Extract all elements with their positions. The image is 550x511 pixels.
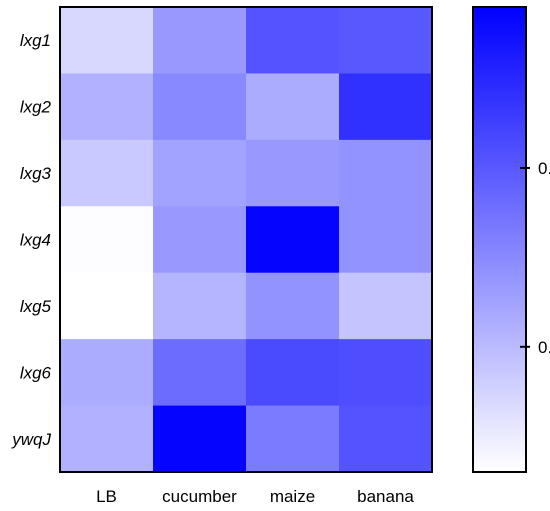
heatmap-cell-ywqJ-cucumber: [153, 405, 247, 473]
heatmap-cell-lxg1-LB: [60, 7, 154, 74]
colorbar: 0.1 0.2: [472, 6, 550, 473]
row-label: lxg3: [20, 164, 52, 183]
heatmap-cell-lxg6-LB: [60, 339, 154, 407]
column-label: banana: [357, 487, 414, 506]
heatmap-cell-lxg6-banana: [339, 339, 433, 407]
heatmap-cell-lxg6-maize: [246, 339, 340, 407]
heatmap-cell-lxg1-maize: [246, 7, 340, 74]
heatmap-cell-lxg6-cucumber: [153, 339, 247, 407]
heatmap-cell-lxg4-cucumber: [153, 206, 247, 274]
heatmap-cell-lxg1-cucumber: [153, 7, 247, 74]
heatmap-cell-lxg4-maize: [246, 206, 340, 274]
row-label: lxg4: [20, 231, 51, 250]
heatmap-cell-lxg3-cucumber: [153, 139, 247, 207]
heatmap-cells: [60, 7, 433, 473]
heatmap-cell-ywqJ-banana: [339, 405, 433, 473]
column-label: maize: [270, 487, 315, 506]
row-label: lxg6: [20, 363, 52, 382]
heatmap-cell-lxg3-LB: [60, 139, 154, 207]
heatmap-cell-lxg1-banana: [339, 7, 433, 74]
heatmap-cell-lxg5-maize: [246, 272, 340, 340]
heatmap-cell-lxg2-maize: [246, 73, 340, 141]
heatmap-cell-lxg3-banana: [339, 139, 433, 207]
heatmap-cell-lxg2-banana: [339, 73, 433, 141]
colorbar-gradient: [472, 6, 527, 473]
column-labels: LB cucumber maize banana: [96, 487, 414, 506]
row-label: ywqJ: [11, 430, 51, 449]
heatmap-cell-lxg5-cucumber: [153, 272, 247, 340]
heatmap-cell-ywqJ-LB: [60, 405, 154, 473]
colorbar-tick-label: 0.2: [538, 159, 550, 178]
colorbar-ticks: 0.1 0.2: [520, 159, 550, 357]
row-labels: lxg1 lxg2 lxg3 lxg4 lxg5 lxg6 ywqJ: [11, 31, 51, 449]
row-label: lxg2: [20, 98, 52, 117]
heatmap-cell-lxg5-banana: [339, 272, 433, 340]
heatmap-cell-lxg5-LB: [60, 272, 154, 340]
heatmap-cell-lxg4-LB: [60, 206, 154, 274]
row-label: lxg5: [20, 297, 52, 316]
heatmap-cell-ywqJ-maize: [246, 405, 340, 473]
column-label: cucumber: [162, 487, 237, 506]
colorbar-tick-label: 0.1: [538, 338, 550, 357]
heatmap-cell-lxg2-LB: [60, 73, 154, 141]
plot-frame: [59, 6, 433, 473]
column-label: LB: [96, 487, 117, 506]
heatmap-cell-lxg3-maize: [246, 139, 340, 207]
heatmap-cell-lxg2-cucumber: [153, 73, 247, 141]
row-label: lxg1: [20, 31, 51, 50]
heatmap-cell-lxg4-banana: [339, 206, 433, 274]
